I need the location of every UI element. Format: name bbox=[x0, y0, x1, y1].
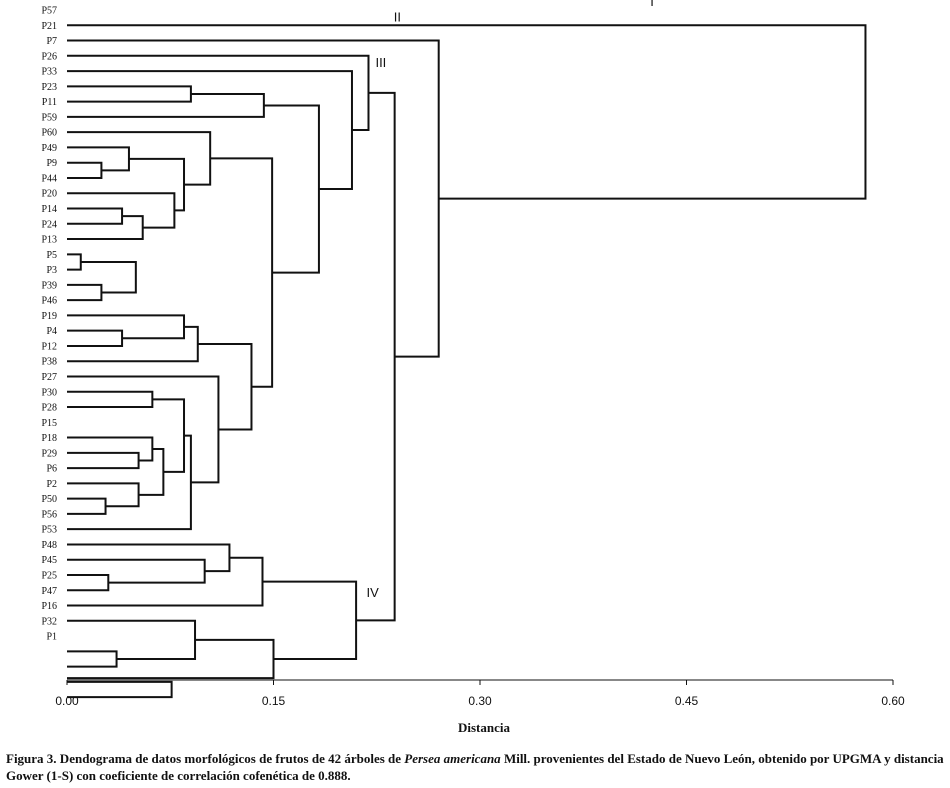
dendrogram-chart: P57 P21 P7 P26 P33 P23 P11 P59 P60 P49 P9 P44 P20 P14… bbox=[41, 0, 905, 735]
caption-prefix: Figura 3. Dendograma de datos morfológic… bbox=[6, 751, 405, 766]
leaf-label: P50 bbox=[41, 494, 57, 505]
cluster-label: III bbox=[375, 55, 386, 70]
caption-suffix: Mill. provenientes del Estado de Nuevo L… bbox=[6, 751, 944, 783]
leaf-label: P13 bbox=[41, 235, 57, 246]
dendrogram-link bbox=[80, 260, 137, 294]
leaf-label: P49 bbox=[41, 143, 57, 154]
dendrogram-link bbox=[67, 650, 118, 668]
dendrogram-link bbox=[67, 375, 220, 484]
leaf-label: P4 bbox=[46, 326, 57, 337]
dendrogram-link bbox=[67, 192, 176, 229]
leaf-label: P44 bbox=[41, 173, 57, 184]
dendrogram-link bbox=[67, 207, 124, 225]
dendrogram-link bbox=[67, 215, 144, 241]
leaf-label: P29 bbox=[41, 448, 57, 459]
leaf-label: P6 bbox=[46, 464, 57, 475]
dendrogram-link bbox=[67, 92, 265, 118]
dendrogram-link bbox=[67, 283, 103, 302]
leaf-label: P11 bbox=[42, 97, 57, 108]
leaf-label: P39 bbox=[41, 280, 57, 291]
x-tick-label: 0.45 bbox=[675, 694, 699, 708]
dendrogram-link bbox=[67, 497, 107, 515]
leaf-label: P48 bbox=[41, 540, 57, 551]
leaf-label: P53 bbox=[41, 525, 57, 536]
caption-species: Persea americana bbox=[404, 751, 501, 766]
leaf-label: P18 bbox=[41, 433, 57, 444]
leaf-label: P33 bbox=[41, 67, 57, 78]
leaf-label: P59 bbox=[41, 112, 57, 123]
leaf-label: P21 bbox=[41, 21, 57, 32]
leaf-label: P2 bbox=[46, 479, 57, 490]
dendrogram-link bbox=[210, 157, 274, 388]
dendrogram-link bbox=[67, 39, 440, 358]
dendrogram-link bbox=[67, 680, 173, 699]
leaf-label: P60 bbox=[41, 128, 57, 139]
x-tick-label: 0.30 bbox=[468, 694, 492, 708]
dendrogram-link bbox=[128, 157, 186, 212]
leaf-label: P19 bbox=[41, 311, 57, 322]
dendrogram-link bbox=[197, 343, 253, 431]
leaf-label: P28 bbox=[41, 403, 57, 414]
cluster-label: II bbox=[394, 9, 401, 24]
leaf-label: P7 bbox=[46, 36, 57, 47]
x-tick-label: 0.60 bbox=[881, 694, 905, 708]
leaf-label: P23 bbox=[41, 82, 57, 93]
leaf-label: P25 bbox=[41, 570, 57, 581]
x-tick-label: 0.15 bbox=[262, 694, 286, 708]
leaf-label: P45 bbox=[41, 555, 57, 566]
leaf-label: P26 bbox=[41, 51, 57, 62]
dendrogram-link bbox=[67, 329, 124, 347]
leaf-label: P5 bbox=[46, 250, 57, 261]
leaf-label: P24 bbox=[41, 219, 57, 230]
dendrogram-link bbox=[67, 325, 199, 363]
dendrogram-link bbox=[67, 436, 154, 462]
dendrogram-link bbox=[262, 580, 358, 660]
dendrogram-link bbox=[67, 558, 206, 584]
dendrogram-link bbox=[67, 131, 212, 186]
dendrogram-link bbox=[67, 314, 186, 340]
leaf-label: P12 bbox=[41, 341, 57, 352]
leaf-label: P15 bbox=[41, 418, 57, 429]
figure-caption: Figura 3. Dendograma de datos morfológic… bbox=[6, 750, 948, 784]
leaf-label: P9 bbox=[46, 158, 57, 169]
dendrogram-link bbox=[67, 619, 197, 660]
leaf-label: P46 bbox=[41, 296, 57, 307]
dendrogram-link bbox=[67, 54, 370, 132]
dendrogram-link bbox=[67, 24, 867, 200]
dendrogram-link bbox=[67, 482, 140, 508]
cluster-label: IV bbox=[366, 585, 379, 600]
leaf-label: P47 bbox=[41, 586, 57, 597]
leaf-label: P57 bbox=[41, 6, 57, 17]
leaf-label: P3 bbox=[46, 265, 57, 276]
dendrogram-link bbox=[67, 146, 130, 172]
dendrogram-link bbox=[356, 91, 396, 622]
leaf-label: P38 bbox=[41, 357, 57, 368]
dendrogram-link bbox=[67, 451, 140, 470]
leaf-label: P20 bbox=[41, 189, 57, 200]
cluster-label: I bbox=[650, 0, 654, 9]
x-axis-title: Distancia bbox=[458, 720, 511, 735]
dendrogram-link bbox=[67, 85, 192, 103]
leaf-label: P27 bbox=[41, 372, 57, 383]
dendrogram-link bbox=[67, 573, 110, 592]
x-tick-label: 0.00 bbox=[55, 694, 79, 708]
dendrogram-link bbox=[67, 390, 154, 409]
dendrogram-link bbox=[152, 398, 186, 473]
dendrogram-link bbox=[67, 161, 103, 179]
leaf-label: P1 bbox=[46, 632, 57, 643]
dendrogram-link bbox=[67, 253, 82, 271]
leaf-label: P30 bbox=[41, 387, 57, 398]
leaf-label: P16 bbox=[41, 601, 57, 612]
dendrogram-link bbox=[138, 448, 165, 496]
leaf-label: P14 bbox=[41, 204, 57, 215]
leaf-label: P56 bbox=[41, 509, 57, 520]
leaf-label: P32 bbox=[41, 616, 57, 627]
